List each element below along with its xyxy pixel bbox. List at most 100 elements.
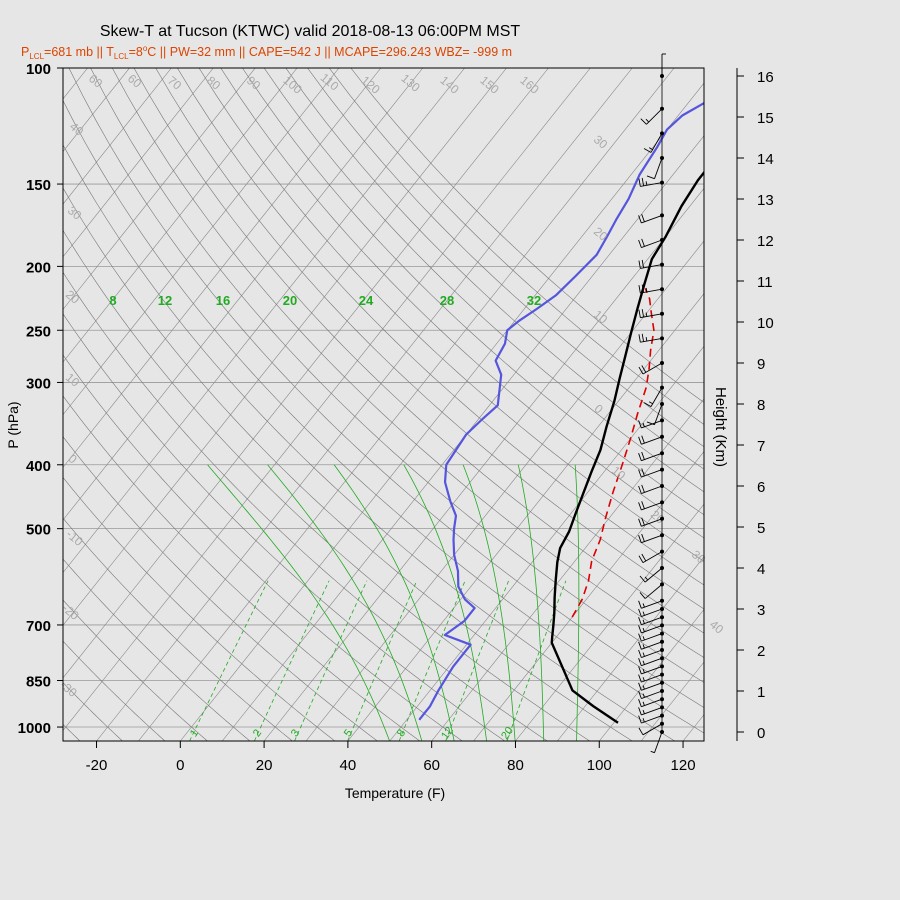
isotherm-line bbox=[63, 68, 256, 310]
dry-adiabat-line bbox=[63, 599, 208, 741]
wind-barb-flag bbox=[638, 707, 642, 716]
height-tick-label: 12 bbox=[757, 233, 774, 250]
wind-barb-flag bbox=[638, 617, 642, 625]
grid-layer bbox=[63, 68, 704, 741]
dry-adiabat-line bbox=[285, 68, 704, 470]
dry-adiabat-line bbox=[63, 313, 505, 741]
mixing-ratio-line bbox=[398, 580, 466, 741]
wind-barb-flag bbox=[638, 666, 642, 675]
dry-adiabat-line bbox=[63, 477, 336, 741]
wind-barb-flag bbox=[639, 575, 646, 583]
wind-barb-flag bbox=[643, 148, 652, 153]
isotherm-line bbox=[63, 68, 423, 521]
y-tick-label: 1000 bbox=[18, 720, 51, 737]
wind-barb-staff bbox=[654, 403, 663, 425]
wind-barb-staff bbox=[641, 641, 663, 650]
wind-barb-staff bbox=[641, 682, 663, 691]
y-tick-label: 200 bbox=[26, 259, 51, 276]
moist-adiabat-label: 32 bbox=[527, 293, 541, 308]
series-layer bbox=[418, 101, 704, 724]
wind-barb-flag bbox=[638, 285, 641, 294]
wind-barb-flag bbox=[638, 436, 642, 445]
wind-barb-staff bbox=[641, 600, 663, 609]
y-tick-label: 700 bbox=[26, 618, 51, 635]
height-tick-label: 15 bbox=[757, 110, 774, 127]
wind-barb-flag bbox=[638, 715, 642, 724]
isotherm-line bbox=[389, 345, 704, 741]
wind-barb-flag bbox=[638, 641, 642, 650]
mixing-ratio-line bbox=[189, 580, 269, 741]
isotherm-line bbox=[63, 68, 591, 731]
moist-adiabat-line bbox=[333, 464, 455, 741]
isotherm-line bbox=[63, 68, 214, 258]
wind-barb-flag bbox=[638, 178, 641, 187]
wind-barb-staff bbox=[641, 214, 663, 224]
wind-barb-flag bbox=[642, 701, 645, 706]
wind-barb-staff bbox=[641, 239, 663, 248]
dry-adiabat-line bbox=[328, 68, 704, 425]
wind-barb-flag bbox=[642, 660, 645, 665]
wind-barb-flag bbox=[638, 260, 641, 269]
dry-adiabat-line bbox=[63, 144, 675, 741]
wind-barb-flag bbox=[641, 501, 645, 509]
wind-barb-flag bbox=[641, 238, 645, 247]
wind-barb-flag bbox=[645, 118, 650, 123]
wind-barb-flag bbox=[642, 611, 645, 616]
y-tick-label: 850 bbox=[26, 674, 51, 691]
parcel-profile-line bbox=[571, 288, 655, 618]
temperature-profile-line bbox=[550, 170, 704, 724]
isotherm-line bbox=[473, 451, 704, 741]
wind-barb-staff bbox=[641, 657, 663, 667]
wind-barb-flag bbox=[645, 181, 648, 186]
dry-adiabat-line bbox=[63, 187, 633, 741]
wind-barb-flag bbox=[638, 625, 642, 634]
mixing-ratio-line bbox=[347, 580, 418, 741]
isotherm-line bbox=[138, 68, 675, 741]
moist-adiabat-line bbox=[207, 464, 390, 741]
wind-barb-flag bbox=[638, 420, 642, 429]
wind-barb-flag bbox=[638, 600, 642, 609]
isotherm-line bbox=[63, 68, 465, 574]
wind-barb-flag bbox=[638, 674, 642, 683]
moist-adiabat-label: 28 bbox=[440, 293, 454, 308]
x-tick-label: -20 bbox=[86, 757, 108, 774]
wind-barb-staff bbox=[644, 567, 663, 583]
wind-barb-flag bbox=[642, 619, 645, 624]
mixing-ratio-label: 20 bbox=[499, 725, 516, 742]
moist-adiabat-line bbox=[462, 464, 516, 741]
isotherm-line bbox=[63, 68, 340, 416]
wind-barb-staff bbox=[641, 649, 663, 658]
wind-barb-staff bbox=[641, 706, 663, 716]
subtitle-segment: P bbox=[21, 45, 29, 59]
wind-barb-flag bbox=[645, 337, 648, 342]
dry-adiabat-line bbox=[63, 395, 420, 741]
wind-barb-flag bbox=[638, 502, 642, 511]
mixing-ratio-line bbox=[254, 580, 330, 741]
dry-adiabat-line bbox=[350, 68, 704, 403]
wind-barb-flag bbox=[638, 555, 644, 563]
y-tick-label: 400 bbox=[26, 458, 51, 475]
wind-barb-staff bbox=[654, 731, 663, 753]
moist-adiabat-label: 24 bbox=[359, 293, 374, 308]
wind-barb-staff bbox=[641, 698, 663, 708]
subtitle-segment: o bbox=[143, 44, 148, 53]
height-tick-label: 16 bbox=[757, 69, 774, 86]
y-tick-label: 250 bbox=[26, 323, 51, 340]
dry-adiabat-line bbox=[198, 68, 704, 562]
wind-barb-flag bbox=[641, 284, 645, 293]
wind-barb-flag bbox=[646, 421, 655, 426]
dry-adiabat-line bbox=[63, 436, 378, 741]
dry-adiabat-line bbox=[63, 682, 123, 741]
wind-barb-flag bbox=[641, 333, 645, 342]
wind-barb-flag bbox=[645, 287, 648, 292]
moist-adiabat-line bbox=[574, 464, 580, 741]
chart-subtitle: PLCL=681 mb || TLCL=8oC || PW=32 mm || C… bbox=[21, 44, 512, 61]
height-tick-label: 11 bbox=[757, 274, 773, 291]
wind-barb-flag bbox=[638, 727, 644, 736]
wind-barb-flag bbox=[641, 553, 647, 562]
wind-barb-flag bbox=[644, 576, 649, 581]
wind-barb-flag bbox=[641, 468, 645, 477]
subtitle-segment: LCL bbox=[29, 52, 44, 61]
wind-barb-staff bbox=[641, 674, 663, 683]
dewpoint-profile-line bbox=[418, 101, 704, 721]
